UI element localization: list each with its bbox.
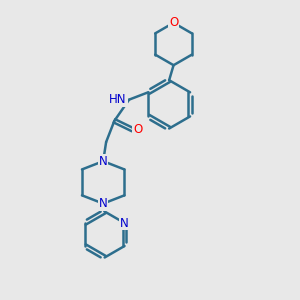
- Text: O: O: [169, 16, 178, 29]
- Text: HN: HN: [109, 93, 127, 106]
- Text: O: O: [133, 123, 142, 136]
- Text: N: N: [99, 197, 108, 210]
- Text: N: N: [120, 217, 129, 230]
- Text: N: N: [99, 155, 108, 168]
